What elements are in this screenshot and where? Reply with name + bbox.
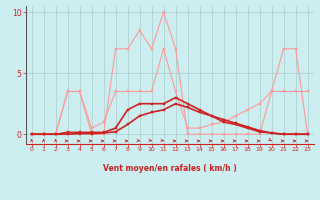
X-axis label: Vent moyen/en rafales ( km/h ): Vent moyen/en rafales ( km/h ) bbox=[103, 164, 236, 173]
